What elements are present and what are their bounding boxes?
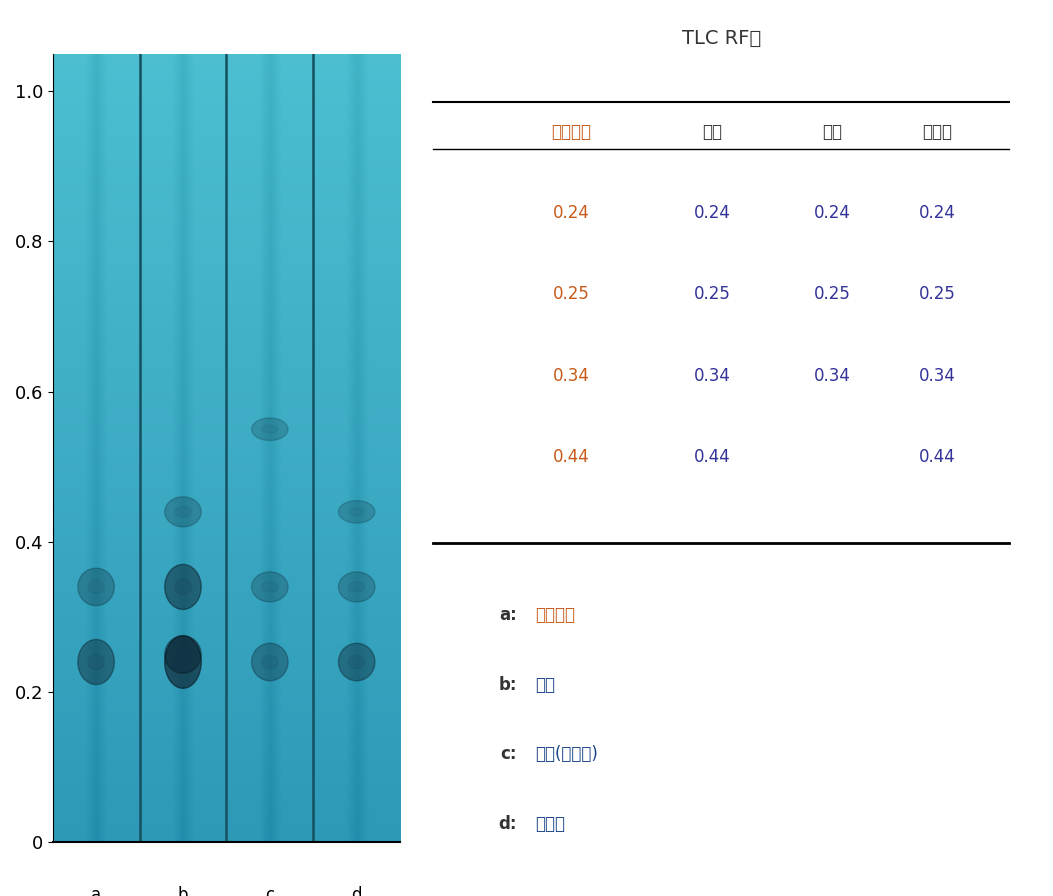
Ellipse shape	[175, 506, 192, 517]
Text: 고량색소: 고량색소	[535, 606, 575, 624]
Ellipse shape	[164, 564, 201, 609]
Text: 0.25: 0.25	[553, 285, 590, 304]
Ellipse shape	[175, 648, 192, 661]
Ellipse shape	[349, 582, 365, 592]
Text: 0.44: 0.44	[919, 448, 956, 466]
Text: d:: d:	[499, 815, 517, 833]
Ellipse shape	[175, 579, 192, 595]
Text: 과자(꽃게맛): 과자(꽃게맛)	[535, 745, 598, 763]
Text: 과자: 과자	[822, 123, 842, 141]
Ellipse shape	[164, 636, 201, 688]
Ellipse shape	[338, 501, 375, 523]
Text: 어묵: 어묵	[535, 676, 555, 694]
Text: 0.25: 0.25	[814, 285, 851, 304]
Text: b: b	[178, 885, 188, 896]
Text: 0.44: 0.44	[553, 448, 590, 466]
Text: 0.44: 0.44	[694, 448, 731, 466]
Text: a:: a:	[499, 606, 517, 624]
Text: TLC RF값: TLC RF값	[681, 29, 761, 47]
Ellipse shape	[349, 656, 365, 668]
Ellipse shape	[78, 640, 115, 685]
Text: 0.25: 0.25	[919, 285, 956, 304]
Text: 사이다: 사이다	[922, 123, 952, 141]
Text: 0.34: 0.34	[694, 366, 731, 384]
Text: 고량색소: 고량색소	[552, 123, 591, 141]
Y-axis label: RF: RF	[0, 435, 3, 461]
Ellipse shape	[349, 508, 365, 516]
Text: c: c	[265, 885, 275, 896]
Text: 0.24: 0.24	[814, 204, 851, 222]
Ellipse shape	[261, 426, 278, 433]
Ellipse shape	[338, 572, 375, 602]
Ellipse shape	[164, 496, 201, 527]
Ellipse shape	[338, 643, 375, 681]
Ellipse shape	[78, 568, 115, 606]
Text: 0.25: 0.25	[694, 285, 731, 304]
Ellipse shape	[261, 582, 278, 592]
Ellipse shape	[261, 656, 278, 668]
Text: 0.34: 0.34	[553, 366, 590, 384]
Ellipse shape	[87, 581, 104, 593]
Ellipse shape	[87, 654, 104, 670]
Text: b:: b:	[499, 676, 517, 694]
Ellipse shape	[252, 643, 289, 681]
Text: a: a	[91, 885, 101, 896]
Ellipse shape	[252, 572, 289, 602]
Ellipse shape	[175, 653, 192, 671]
Text: 어묵: 어묵	[702, 123, 722, 141]
Text: d: d	[352, 885, 362, 896]
Ellipse shape	[164, 636, 201, 673]
Text: 0.24: 0.24	[919, 204, 956, 222]
Text: 0.34: 0.34	[919, 366, 956, 384]
Text: 0.34: 0.34	[814, 366, 851, 384]
Text: 0.24: 0.24	[694, 204, 731, 222]
Ellipse shape	[252, 418, 289, 441]
Text: c:: c:	[501, 745, 517, 763]
Text: 0.24: 0.24	[553, 204, 590, 222]
Text: 사이다: 사이다	[535, 815, 565, 833]
